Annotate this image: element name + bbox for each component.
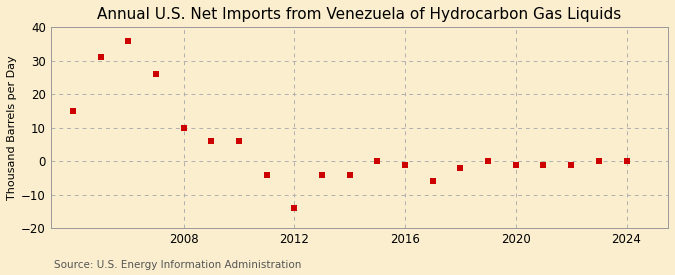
Point <box>427 179 438 183</box>
Point <box>261 172 272 177</box>
Point <box>344 172 355 177</box>
Point <box>151 72 161 76</box>
Y-axis label: Thousand Barrels per Day: Thousand Barrels per Day <box>7 56 17 200</box>
Point <box>372 159 383 163</box>
Point <box>400 162 410 167</box>
Point <box>206 139 217 143</box>
Point <box>123 39 134 43</box>
Point <box>510 162 521 167</box>
Point <box>593 159 604 163</box>
Point <box>621 159 632 163</box>
Point <box>95 55 106 60</box>
Text: Source: U.S. Energy Information Administration: Source: U.S. Energy Information Administ… <box>54 260 301 270</box>
Point <box>317 172 327 177</box>
Point <box>178 125 189 130</box>
Point <box>483 159 493 163</box>
Point <box>289 206 300 210</box>
Title: Annual U.S. Net Imports from Venezuela of Hydrocarbon Gas Liquids: Annual U.S. Net Imports from Venezuela o… <box>97 7 622 22</box>
Point <box>566 162 576 167</box>
Point <box>455 166 466 170</box>
Point <box>538 162 549 167</box>
Point <box>68 109 78 113</box>
Point <box>234 139 244 143</box>
